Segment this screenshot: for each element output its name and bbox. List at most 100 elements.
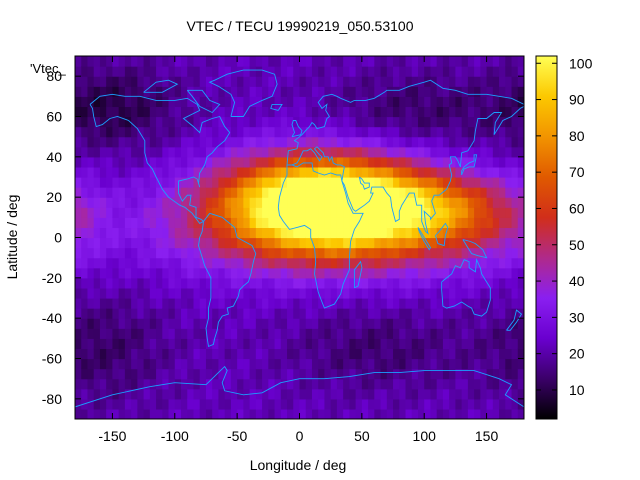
heatmap-cell bbox=[399, 378, 407, 390]
heatmap-cell bbox=[174, 257, 182, 269]
heatmap-cell bbox=[75, 227, 82, 239]
heatmap-cell bbox=[243, 66, 251, 77]
heatmap-cell bbox=[149, 177, 157, 188]
heatmap-cell bbox=[467, 126, 475, 138]
heatmap-cell bbox=[305, 267, 313, 279]
heatmap-cell bbox=[436, 267, 444, 279]
heatmap-cell bbox=[299, 267, 307, 279]
heatmap-cell bbox=[492, 298, 500, 309]
heatmap-cell bbox=[224, 106, 232, 118]
heatmap-cell bbox=[499, 66, 506, 77]
heatmap-cell bbox=[436, 257, 444, 269]
heatmap-cell bbox=[399, 116, 407, 128]
heatmap-cell bbox=[274, 106, 282, 118]
heatmap-cell bbox=[118, 86, 126, 97]
coastline bbox=[198, 212, 257, 348]
heatmap-cell bbox=[311, 126, 319, 138]
heatmap-cell bbox=[137, 358, 145, 370]
heatmap-cell bbox=[149, 298, 157, 309]
heatmap-cell bbox=[455, 116, 463, 128]
heatmap-cell bbox=[336, 328, 344, 339]
coastline bbox=[441, 257, 491, 317]
heatmap-cell bbox=[380, 368, 388, 380]
heatmap-cell bbox=[99, 227, 107, 239]
heatmap-cell bbox=[131, 308, 138, 319]
heatmap-cell bbox=[355, 136, 363, 148]
heatmap-cell bbox=[449, 197, 457, 208]
heatmap-cell bbox=[461, 277, 469, 289]
heatmap-cell bbox=[93, 166, 101, 178]
heatmap-cell bbox=[449, 247, 457, 259]
heatmap-cell bbox=[137, 298, 145, 309]
heatmap-cell bbox=[106, 287, 114, 299]
heatmap-cell bbox=[168, 66, 176, 77]
heatmap-cell bbox=[143, 287, 151, 299]
heatmap-cell bbox=[361, 328, 369, 339]
heatmap-cell bbox=[287, 358, 294, 370]
heatmap-cell bbox=[237, 318, 244, 329]
heatmap-cell bbox=[311, 237, 319, 249]
heatmap-cell bbox=[112, 187, 120, 198]
heatmap-cell bbox=[411, 146, 419, 158]
heatmap-cell bbox=[430, 368, 438, 380]
heatmap-cell bbox=[430, 308, 438, 319]
heatmap-cell bbox=[124, 126, 132, 138]
heatmap-cell bbox=[311, 267, 319, 279]
heatmap-cell bbox=[124, 328, 132, 339]
heatmap-cell bbox=[336, 166, 344, 178]
heatmap-cell bbox=[361, 66, 369, 77]
heatmap-cell bbox=[411, 298, 419, 309]
heatmap-cell bbox=[486, 277, 494, 289]
heatmap-cell bbox=[318, 247, 326, 259]
heatmap-cell bbox=[112, 146, 120, 158]
heatmap-cell bbox=[187, 247, 195, 259]
heatmap-cell bbox=[343, 66, 350, 77]
heatmap-cell bbox=[449, 177, 457, 188]
heatmap-cell bbox=[424, 368, 432, 380]
heatmap-cell bbox=[156, 126, 163, 138]
heatmap-cell bbox=[355, 66, 363, 77]
heatmap-cell bbox=[324, 348, 332, 360]
heatmap-cell bbox=[442, 388, 450, 400]
heatmap-cell bbox=[474, 408, 481, 419]
heatmap-cell bbox=[230, 247, 238, 259]
heatmap-cell bbox=[305, 338, 313, 350]
heatmap-cell bbox=[361, 76, 369, 87]
heatmap-cell bbox=[474, 308, 481, 319]
y-tick-label: -20 bbox=[42, 270, 62, 286]
heatmap-cell bbox=[143, 318, 151, 329]
heatmap-cell bbox=[343, 298, 350, 309]
heatmap-cell bbox=[374, 358, 382, 370]
heatmap-cell bbox=[474, 156, 481, 168]
heatmap-cell bbox=[181, 287, 188, 299]
heatmap-cell bbox=[393, 116, 400, 128]
heatmap-cell bbox=[243, 378, 251, 390]
heatmap-cell bbox=[187, 156, 195, 168]
heatmap-cell bbox=[455, 217, 463, 229]
heatmap-cell bbox=[156, 398, 163, 410]
heatmap-cell bbox=[336, 56, 344, 67]
heatmap-cell bbox=[492, 156, 500, 168]
heatmap-cell bbox=[330, 56, 338, 67]
heatmap-cell bbox=[424, 146, 432, 158]
heatmap-cell bbox=[480, 227, 488, 239]
heatmap-cell bbox=[461, 177, 469, 188]
heatmap-cell bbox=[324, 308, 332, 319]
heatmap-cell bbox=[349, 136, 357, 148]
heatmap-cell bbox=[87, 86, 95, 97]
heatmap-cell bbox=[131, 398, 138, 410]
heatmap-cell bbox=[268, 76, 276, 87]
heatmap-cell bbox=[118, 66, 126, 77]
heatmap-cell bbox=[87, 166, 95, 178]
heatmap-cell bbox=[81, 56, 89, 67]
heatmap-cell bbox=[280, 398, 288, 410]
heatmap-cell bbox=[349, 187, 357, 198]
heatmap-cell bbox=[449, 207, 457, 218]
heatmap-cell bbox=[106, 277, 114, 289]
heatmap-cell bbox=[143, 257, 151, 269]
heatmap-cell bbox=[374, 86, 382, 97]
y-tick-label: 80 bbox=[46, 68, 62, 84]
heatmap-cell bbox=[174, 408, 182, 419]
heatmap-cell bbox=[330, 106, 338, 118]
heatmap-cell bbox=[156, 328, 163, 339]
